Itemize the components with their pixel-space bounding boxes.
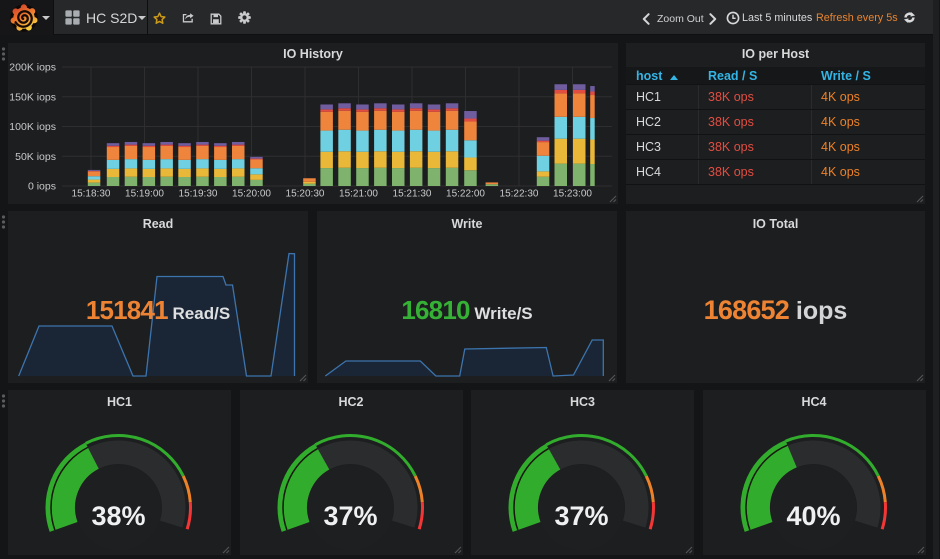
svg-text:0 iops: 0 iops [28, 181, 56, 193]
svg-text:50K iops: 50K iops [15, 151, 56, 163]
svg-text:15:18:30: 15:18:30 [72, 189, 111, 200]
svg-text:15:22:30: 15:22:30 [500, 189, 539, 200]
svg-text:15:20:00: 15:20:00 [232, 189, 271, 200]
svg-text:200K iops: 200K iops [9, 62, 56, 74]
svg-text:15:20:30: 15:20:30 [286, 189, 325, 200]
svg-text:15:21:30: 15:21:30 [393, 189, 432, 200]
svg-text:40%: 40% [786, 501, 840, 531]
svg-text:15:19:30: 15:19:30 [179, 189, 218, 200]
svg-text:15:19:00: 15:19:00 [125, 189, 164, 200]
svg-text:37%: 37% [554, 501, 608, 531]
svg-text:38%: 38% [91, 501, 145, 531]
svg-text:37%: 37% [323, 501, 377, 531]
svg-text:100K iops: 100K iops [9, 121, 56, 133]
svg-text:15:21:00: 15:21:00 [339, 189, 378, 200]
svg-text:150K iops: 150K iops [9, 91, 56, 103]
svg-text:15:23:00: 15:23:00 [553, 189, 592, 200]
svg-text:15:22:00: 15:22:00 [446, 189, 485, 200]
